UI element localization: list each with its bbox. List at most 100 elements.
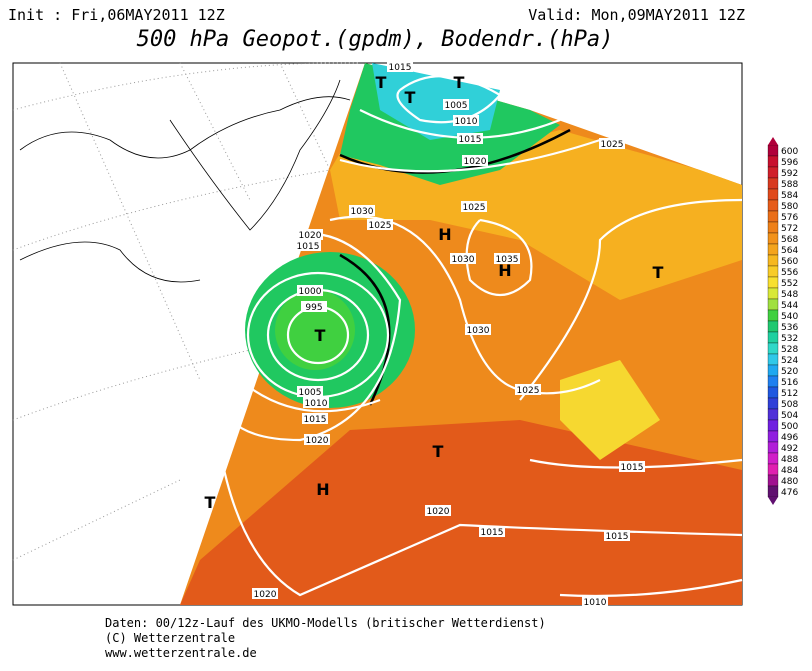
colorbar-label: 516 (781, 378, 798, 388)
isobar-label: 1020 (254, 590, 277, 600)
colorbar-label: 476 (781, 488, 798, 498)
colorbar-swatch (767, 265, 779, 278)
colorbar-label: 504 (781, 411, 798, 421)
isobar-label: 1020 (299, 231, 322, 241)
colorbar-label: 572 (781, 224, 798, 234)
colorbar-label: 492 (781, 444, 798, 454)
colorbar-swatch (767, 331, 779, 344)
colorbar-label: 548 (781, 290, 798, 300)
isobar-label-bg (295, 240, 321, 251)
pressure-center: T (653, 263, 664, 282)
pressure-center: H (438, 225, 451, 244)
isobar-label-bg (349, 205, 375, 216)
isobar-label-bg (515, 384, 541, 395)
colorbar-label: 584 (781, 191, 798, 201)
colorbar-swatch (767, 188, 779, 201)
coastlines (19, 79, 351, 283)
colorbar-swatch (767, 320, 779, 333)
colorbar-swatch (767, 298, 779, 311)
colorbar-cap (768, 137, 778, 145)
isobar-label-bg (599, 138, 625, 149)
colorbar: 6005965925885845805765725685645605565525… (767, 137, 798, 505)
isobar-label: 1010 (455, 117, 478, 127)
isobar-label-bg (479, 526, 505, 537)
pressure-center: T (454, 73, 465, 92)
isobar-label: 1035 (496, 255, 519, 265)
colorbar-label: 480 (781, 477, 798, 487)
colorbar-label: 508 (781, 400, 798, 410)
isobar-label: 1030 (351, 207, 374, 217)
colorbar-label: 592 (781, 169, 798, 179)
colorbar-label: 484 (781, 466, 798, 476)
isobars (218, 75, 743, 598)
colorbar-swatch (767, 353, 779, 366)
colorbar-swatch (767, 485, 779, 498)
colorbar-swatch (767, 144, 779, 157)
isobar-label: 1015 (621, 463, 644, 473)
colorbar-swatch (767, 430, 779, 443)
isobar-label: 1000 (299, 287, 322, 297)
colorbar-swatch (767, 375, 779, 388)
isobar-label-bg (461, 201, 487, 212)
isobar-label: 1005 (299, 388, 322, 398)
colorbar-swatch (767, 276, 779, 289)
isobar-label-bg (367, 219, 393, 230)
isobar-label-bg (303, 397, 329, 408)
isobar-label: 1015 (459, 135, 482, 145)
isobar-label-bg (297, 285, 323, 296)
isobar-label-bg (252, 588, 278, 599)
colorbar-swatch (767, 254, 779, 267)
colorbar-swatch (767, 309, 779, 322)
colorbar-swatch (767, 199, 779, 212)
pressure-center: T (376, 73, 387, 92)
colorbar-swatch (767, 342, 779, 355)
colorbar-swatch (767, 177, 779, 190)
isobar-label-bg (465, 324, 491, 335)
isobar-label-bg (301, 301, 327, 312)
isobar-label-bg (302, 413, 328, 424)
map-title: 500 hPa Geopot.(gpdm), Bodendr.(hPa) (137, 27, 614, 52)
colorbar-label: 552 (781, 279, 798, 289)
isobar-label: 1025 (601, 140, 624, 150)
isobar-label-bg (304, 434, 330, 445)
colorbar-swatch (767, 155, 779, 168)
colorbar-label: 576 (781, 213, 798, 223)
colorbar-swatch (767, 210, 779, 223)
colorbar-label: 580 (781, 202, 798, 212)
isobar-label-bg (619, 461, 645, 472)
footer-line: (C) Wetterzentrale (105, 631, 235, 645)
colorbar-label: 512 (781, 389, 798, 399)
pressure-center: H (498, 261, 511, 280)
colorbar-label: 520 (781, 367, 798, 377)
field-low-core (275, 290, 355, 370)
colorbar-swatch (767, 463, 779, 476)
isobar-label: 1025 (517, 386, 540, 396)
isobar-label: 995 (305, 303, 322, 313)
colorbar-label: 560 (781, 257, 798, 267)
pressure-center: T (433, 442, 444, 461)
isobar-label: 1015 (389, 63, 412, 73)
isobar-label: 1010 (305, 399, 328, 409)
isobar-label: 1025 (369, 221, 392, 231)
colorbar-label: 496 (781, 433, 798, 443)
colorbar-swatch (767, 419, 779, 432)
footer-line: Daten: 00/12z-Lauf des UKMO-Modells (bri… (105, 616, 546, 630)
isobar-label: 1015 (304, 415, 327, 425)
isobar-label-bg (297, 229, 323, 240)
colorbar-swatch (767, 166, 779, 179)
isobar-label: 1030 (452, 255, 475, 265)
colorbar-label: 596 (781, 158, 798, 168)
colorbar-swatch (767, 474, 779, 487)
colorbar-swatch (767, 287, 779, 300)
colorbar-label: 488 (781, 455, 798, 465)
colorbar-label: 588 (781, 180, 798, 190)
colorbar-swatch (767, 243, 779, 256)
colorbar-label: 524 (781, 356, 798, 366)
colorbar-label: 540 (781, 312, 798, 322)
colorbar-swatch (767, 364, 779, 377)
pressure-center: T (315, 326, 326, 345)
colorbar-label: 564 (781, 246, 798, 256)
colorbar-label: 536 (781, 323, 798, 333)
